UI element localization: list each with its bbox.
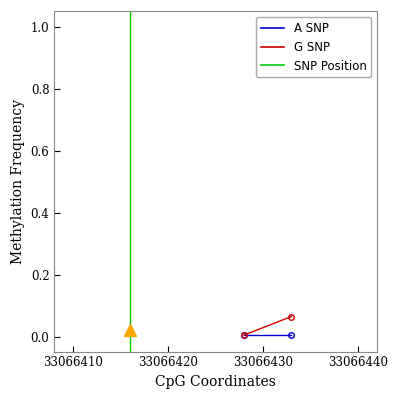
Legend: A SNP, G SNP, SNP Position: A SNP, G SNP, SNP Position: [256, 17, 371, 77]
Y-axis label: Methylation Frequency: Methylation Frequency: [11, 99, 25, 264]
X-axis label: CpG Coordinates: CpG Coordinates: [155, 375, 276, 389]
